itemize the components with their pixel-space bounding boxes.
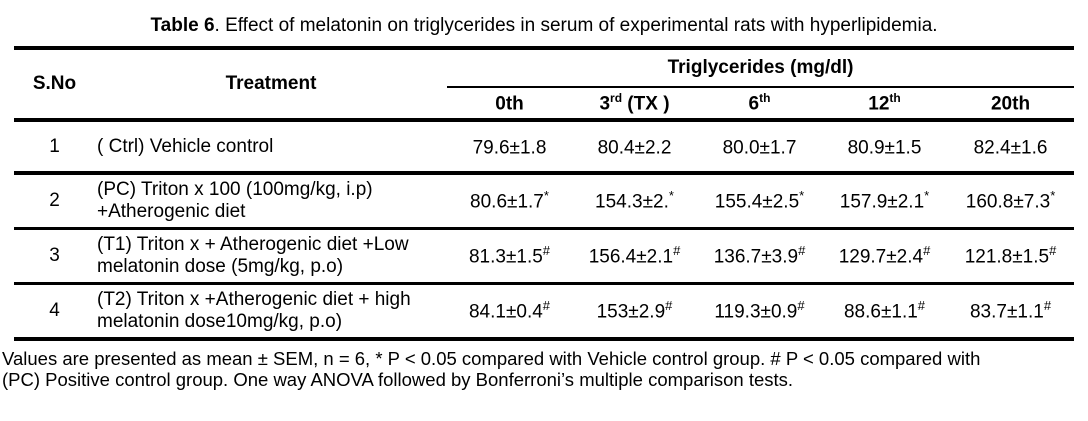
table-footnote: Values are presented as mean ± SEM, n = … xyxy=(2,348,1086,390)
treatment-cell: ( Ctrl) Vehicle control xyxy=(95,120,447,175)
data-table: S.No Treatment Triglycerides (mg/dl) 0th… xyxy=(14,46,1075,341)
value-cell: 79.6±1.8 xyxy=(447,120,572,175)
value-cell: 121.8±1.5# xyxy=(947,228,1075,285)
value-cell: 82.4±1.6 xyxy=(947,120,1075,175)
table-caption: Table 6. Effect of melatonin on triglyce… xyxy=(10,14,1078,37)
column-header-sno: S.No xyxy=(14,48,95,122)
row-number-cell: 1 xyxy=(14,120,95,175)
column-header-week-12th: 12th xyxy=(822,87,947,122)
table-row-vehicle-control: 1 ( Ctrl) Vehicle control 79.6±1.8 80.4±… xyxy=(14,120,1075,175)
column-header-week-3rd-tx: 3rd (TX ) xyxy=(572,87,697,122)
table-caption-label: Table 6 xyxy=(150,15,215,36)
value-cell: 155.4±2.5* xyxy=(697,173,822,230)
treatment-cell: (T2) Triton x +Atherogenic diet + high m… xyxy=(95,283,447,341)
footnote-line-2: (PC) Positive control group. One way ANO… xyxy=(2,369,794,390)
value-cell: 80.9±1.5 xyxy=(822,120,947,175)
header-row-weeks: 0th 3rd (TX ) 6th 12th 20th xyxy=(14,87,1075,122)
value-cell: 88.6±1.1# xyxy=(822,283,947,341)
column-header-week-0th: 0th xyxy=(447,87,572,122)
group-header-triglycerides: Triglycerides (mg/dl) xyxy=(447,48,1075,88)
treatment-cell: (PC) Triton x 100 (100mg/kg, i.p) +Ather… xyxy=(95,173,447,230)
column-header-week-20th: 20th xyxy=(947,87,1075,122)
value-cell: 80.6±1.7* xyxy=(447,173,572,230)
value-cell: 119.3±0.9# xyxy=(697,283,822,341)
value-cell: 81.3±1.5# xyxy=(447,228,572,285)
value-cell: 129.7±2.4# xyxy=(822,228,947,285)
value-cell: 80.0±1.7 xyxy=(697,120,822,175)
document-page: Table 6. Effect of melatonin on triglyce… xyxy=(0,14,1088,390)
value-cell: 153±2.9# xyxy=(572,283,697,341)
column-header-treatment: Treatment xyxy=(95,48,447,122)
treatment-cell: (T1) Triton x + Atherogenic diet +Low me… xyxy=(95,228,447,285)
value-cell: 156.4±2.1# xyxy=(572,228,697,285)
value-cell: 160.8±7.3* xyxy=(947,173,1075,230)
row-number-cell: 4 xyxy=(14,283,95,341)
header-row-group: S.No Treatment Triglycerides (mg/dl) xyxy=(14,48,1075,122)
table-row-high-melatonin: 4 (T2) Triton x +Atherogenic diet + high… xyxy=(14,283,1075,341)
value-cell: 84.1±0.4# xyxy=(447,283,572,341)
value-cell: 154.3±2.* xyxy=(572,173,697,230)
table-row-positive-control: 2 (PC) Triton x 100 (100mg/kg, i.p) +Ath… xyxy=(14,173,1075,230)
value-cell: 80.4±2.2 xyxy=(572,120,697,175)
table-row-low-melatonin: 3 (T1) Triton x + Atherogenic diet +Low … xyxy=(14,228,1075,285)
row-number-cell: 2 xyxy=(14,173,95,230)
value-cell: 83.7±1.1# xyxy=(947,283,1075,341)
column-header-week-6th: 6th xyxy=(697,87,822,122)
table-caption-text: . Effect of melatonin on triglycerides i… xyxy=(214,15,938,36)
footnote-line-1: Values are presented as mean ± SEM, n = … xyxy=(2,348,981,369)
value-cell: 136.7±3.9# xyxy=(697,228,822,285)
value-cell: 157.9±2.1* xyxy=(822,173,947,230)
row-number-cell: 3 xyxy=(14,228,95,285)
